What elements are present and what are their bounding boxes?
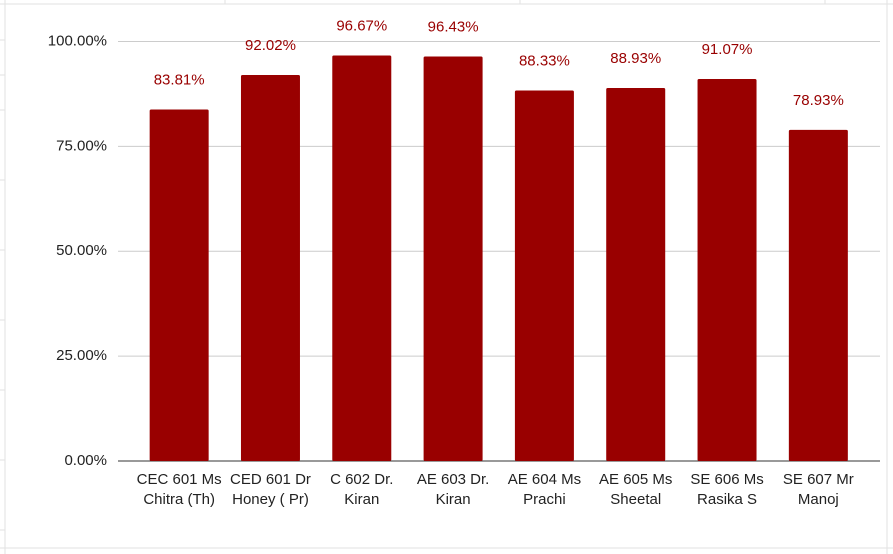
data-label: 96.43% bbox=[428, 18, 479, 35]
data-label: 83.81% bbox=[154, 71, 205, 88]
bar bbox=[332, 55, 392, 461]
bar bbox=[423, 56, 483, 461]
x-tick-label: SE 606 Ms Rasika S bbox=[690, 471, 764, 508]
x-tick-label: CED 601 Dr Honey ( Pr) bbox=[230, 471, 311, 508]
data-label: 88.33% bbox=[519, 52, 570, 69]
x-tick-label: SE 607 Mr Manoj bbox=[782, 471, 854, 508]
x-tick-label: AE 605 Ms Sheetal bbox=[599, 471, 673, 508]
bar bbox=[788, 129, 848, 461]
bar bbox=[514, 90, 574, 461]
bar bbox=[240, 75, 300, 461]
bar bbox=[697, 79, 757, 461]
x-tick-label: CEC 601 Ms Chitra (Th) bbox=[136, 471, 222, 508]
y-tick-label: 100.00% bbox=[48, 33, 107, 50]
data-label: 91.07% bbox=[702, 41, 753, 58]
x-tick-label: AE 604 Ms Prachi bbox=[507, 471, 582, 508]
y-tick-label: 75.00% bbox=[56, 137, 107, 154]
data-label: 92.02% bbox=[245, 37, 296, 54]
x-tick-label: AE 603 Dr. Kiran bbox=[416, 471, 490, 508]
y-tick-label: 25.00% bbox=[56, 347, 107, 364]
bar bbox=[606, 87, 666, 462]
data-label: 96.67% bbox=[336, 17, 387, 34]
data-label: 78.93% bbox=[793, 92, 844, 109]
data-label: 88.93% bbox=[610, 50, 661, 67]
bar bbox=[149, 109, 209, 461]
y-tick-label: 50.00% bbox=[56, 242, 107, 259]
y-tick-label: 0.00% bbox=[64, 452, 107, 469]
x-tick-label: C 602 Dr. Kiran bbox=[330, 471, 394, 508]
